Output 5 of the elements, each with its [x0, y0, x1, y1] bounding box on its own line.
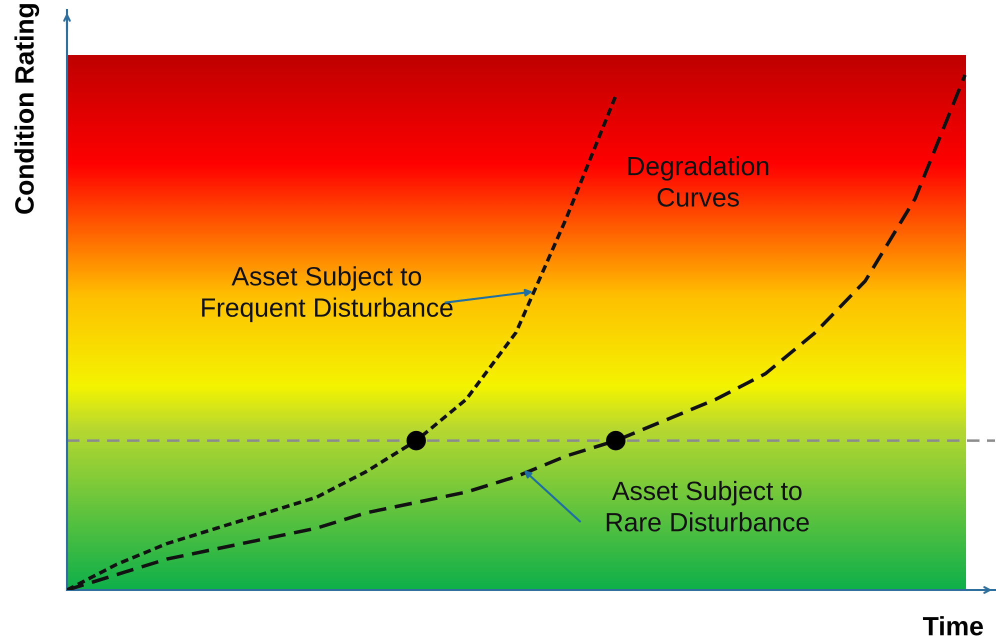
x-axis-title: Time [922, 616, 983, 636]
y-axis-title: Condition Rating [14, 4, 40, 214]
annotation: Asset Subject to Frequent Disturbance [202, 266, 453, 322]
annotation: Asset Subject to Rare Disturbance [606, 480, 809, 532]
annotation: Degradation Curves [628, 156, 768, 207]
